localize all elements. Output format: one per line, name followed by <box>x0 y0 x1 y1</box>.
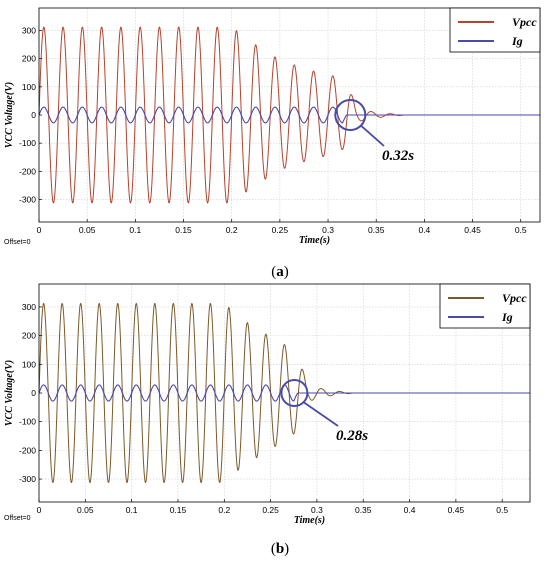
annotation-circle <box>280 379 309 407</box>
x-tick-label: 0.05 <box>77 505 94 515</box>
x-tick-label: 0.1 <box>126 505 138 515</box>
x-tick-label: 0.3 <box>311 505 323 515</box>
annotation-pointer <box>360 124 385 147</box>
x-tick-label: 0.45 <box>448 505 465 515</box>
annotation-label: 0.32s <box>382 148 414 164</box>
panel-label: (b) <box>271 541 289 557</box>
panel-label: (a) <box>271 264 289 280</box>
x-axis-title: Time(s) <box>294 515 325 526</box>
legend-entry-ig: Ig <box>501 310 513 324</box>
legend-entry-ig: Ig <box>511 34 523 48</box>
x-tick-label: 0.2 <box>226 225 238 235</box>
x-tick-label: 0.25 <box>262 505 279 515</box>
x-tick-label: 0.15 <box>175 225 192 235</box>
x-tick-label: 0.25 <box>272 225 289 235</box>
legend-box <box>449 7 541 53</box>
offset-label: Offset=0 <box>4 239 31 246</box>
y-tick-label: -100 <box>19 138 36 148</box>
x-tick-label: 0.15 <box>170 505 187 515</box>
x-tick-label: 0.1 <box>129 225 141 235</box>
x-tick-label: 0 <box>37 225 42 235</box>
x-tick-label: 0.05 <box>79 225 96 235</box>
x-tick-label: 0.35 <box>368 225 385 235</box>
y-tick-label: 200 <box>22 54 36 64</box>
x-axis-title: Time(s) <box>299 235 330 246</box>
legend: Vpcc Ig <box>449 7 541 53</box>
y-axis-title: VCC Voltage(V) <box>4 82 15 148</box>
y-tick-label: 100 <box>22 82 36 92</box>
y-tick-label: 200 <box>22 331 36 341</box>
y-tick-label: 300 <box>22 302 36 312</box>
legend: Vpcc Ig <box>439 283 531 329</box>
annotation-label: 0.28s <box>336 428 368 444</box>
y-tick-label: -300 <box>19 194 36 204</box>
x-tick-label: 0.4 <box>404 505 416 515</box>
series-line-ig <box>39 106 540 124</box>
y-tick-label: 300 <box>22 26 36 36</box>
x-tick-label: 0.5 <box>496 505 508 515</box>
x-tick-label: 0.2 <box>218 505 230 515</box>
legend-entry-vpcc: Vpcc <box>502 291 527 305</box>
x-tick-label: 0.3 <box>322 225 334 235</box>
offset-label: Offset=0 <box>4 515 31 522</box>
x-tick-label: 0.35 <box>355 505 372 515</box>
x-tick-label: 0.4 <box>418 225 430 235</box>
y-tick-label: -200 <box>19 445 36 455</box>
y-tick-label: 0 <box>31 110 36 120</box>
y-tick-label: 0 <box>31 388 36 398</box>
x-tick-label: 0 <box>37 505 42 515</box>
annotation-pointer <box>302 401 339 427</box>
legend-entry-vpcc: Vpcc <box>512 15 537 29</box>
y-tick-label: -100 <box>19 417 36 427</box>
y-axis-title: VCC Voltage(V) <box>4 360 15 426</box>
y-tick-label: 100 <box>22 359 36 369</box>
x-tick-label: 0.5 <box>515 225 527 235</box>
legend-box <box>439 283 531 329</box>
y-tick-label: -300 <box>19 474 36 484</box>
x-tick-label: 0.45 <box>464 225 481 235</box>
chart-panel-a: 0 0.05 0.1 0.15 0.2 0.25 0.3 0.35 0.4 0.45 0.5 -300… <box>4 7 541 280</box>
annotation-circle <box>334 99 367 131</box>
y-tick-label: -200 <box>19 166 36 176</box>
chart-panel-b: 0 0.05 0.1 0.15 0.2 0.25 0.3 0.35 0.4 0.45 0.5 -300… <box>4 283 531 557</box>
